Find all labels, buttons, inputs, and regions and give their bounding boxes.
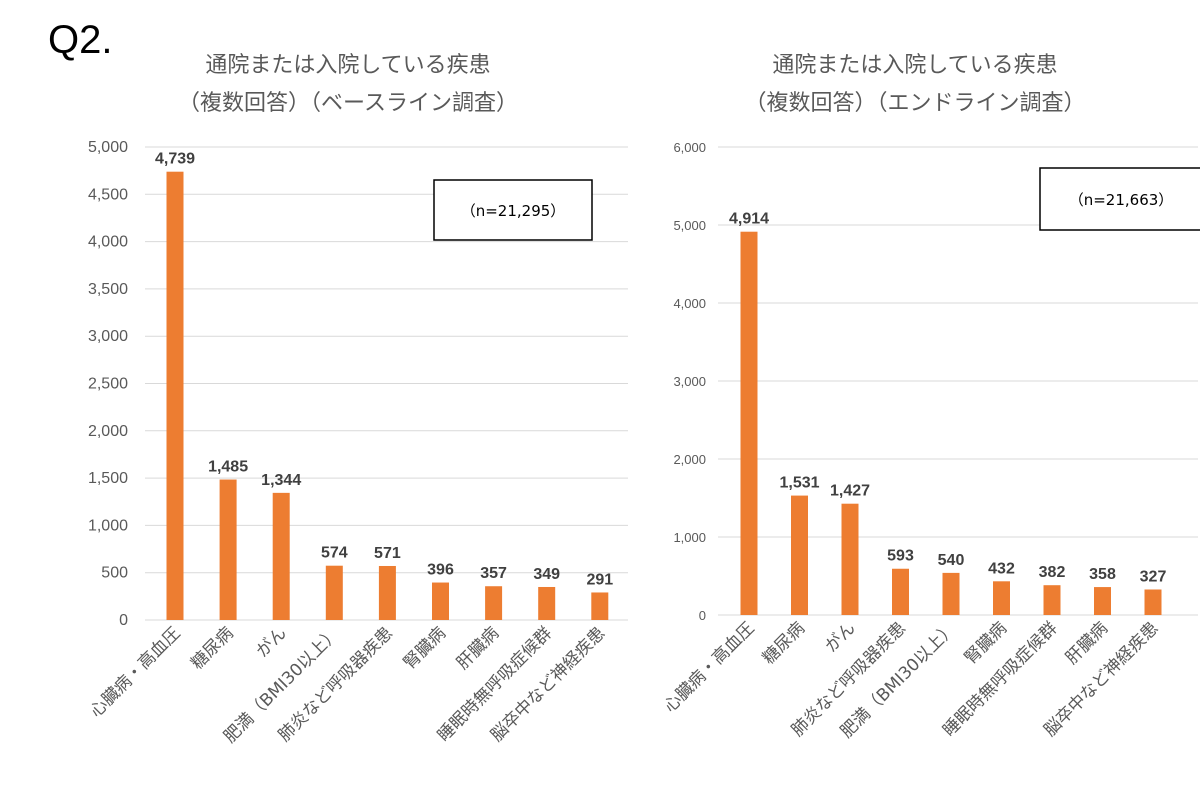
data-label: 4,739 [155, 151, 195, 168]
y-tick-label: 6,000 [673, 140, 706, 155]
bar [791, 495, 808, 615]
data-label: 327 [1140, 568, 1167, 585]
chart-endline: 通院または入院している疾患 （複数回答）（エンドライン調査） 0 1,000 2,000… [660, 53, 1200, 742]
bar [1043, 585, 1061, 615]
x-tick-label: 糖尿病 [759, 618, 809, 668]
y-tick-label: 1,000 [88, 517, 128, 534]
bar [1094, 587, 1111, 615]
bar [432, 582, 449, 620]
y-tick-label: 500 [101, 565, 128, 582]
data-label: 1,531 [779, 475, 819, 492]
y-tick-label: 4,000 [673, 296, 706, 311]
question-heading: Q2. [48, 18, 113, 62]
chart-title: （複数回答）（ベースライン調査） [178, 91, 518, 116]
data-label: 349 [533, 566, 560, 583]
data-label: 1,427 [830, 483, 870, 500]
x-tick-label: 腎臓病 [400, 623, 450, 673]
data-label: 1,344 [261, 472, 301, 489]
sample-size-label: （n=21,663） [1069, 191, 1174, 209]
bar [325, 565, 343, 620]
chart-title: （複数回答）（エンドライン調査） [744, 91, 1085, 116]
sample-size-label: （n=21,295） [461, 202, 566, 220]
data-label: 291 [586, 571, 613, 588]
data-label: 432 [988, 560, 1015, 577]
bar [942, 572, 960, 615]
data-label: 540 [938, 552, 965, 569]
y-tick-label: 2,500 [88, 376, 128, 393]
y-tick-label: 2,000 [88, 423, 128, 440]
chart-title: 通院または入院している疾患 [205, 53, 490, 78]
bar [892, 568, 909, 615]
bar [591, 592, 609, 620]
y-tick-label: 0 [119, 612, 128, 629]
y-tick-label: 5,000 [88, 139, 128, 156]
y-tick-label: 3,000 [673, 374, 706, 389]
y-tick-label: 0 [699, 608, 706, 623]
bar [1144, 589, 1162, 615]
x-tick-label: がん [253, 623, 291, 661]
y-tick-label: 4,500 [88, 186, 128, 203]
x-tick-label: 心臓病・高血圧 [86, 623, 184, 721]
chart-title: 通院または入院している疾患 [772, 53, 1057, 78]
data-label: 593 [887, 548, 914, 565]
data-label: 4,914 [729, 211, 769, 228]
x-tick-label: 糖尿病 [187, 623, 237, 673]
y-tick-label: 5,000 [673, 218, 706, 233]
bar [993, 581, 1010, 615]
chart-baseline: 通院または入院している疾患 （複数回答）（ベースライン調査） 0 500 1,000 1,… [86, 53, 628, 747]
y-tick-label: 3,000 [88, 328, 128, 345]
x-tick-label: がん [821, 618, 859, 656]
y-tick-label: 1,000 [673, 530, 706, 545]
data-label: 358 [1089, 566, 1116, 583]
bar [166, 171, 184, 620]
bar [485, 586, 503, 620]
x-tick-label: 肝臓病 [453, 623, 503, 673]
y-tick-label: 4,000 [88, 234, 128, 251]
data-label: 396 [427, 562, 454, 579]
data-label: 571 [374, 545, 401, 562]
bar [378, 565, 396, 620]
data-label: 357 [480, 565, 507, 582]
y-tick-label: 3,500 [88, 281, 128, 298]
bar [740, 231, 758, 615]
bar [219, 479, 237, 620]
sample-size-box [433, 179, 593, 241]
y-tick-label: 1,500 [88, 470, 128, 487]
data-label: 1,485 [208, 459, 248, 476]
data-label: 382 [1039, 564, 1066, 581]
bar [538, 586, 556, 620]
bar [272, 492, 290, 620]
data-label: 574 [321, 545, 348, 562]
sample-size-box [1039, 167, 1200, 231]
x-tick-label: 心臓病・高血圧 [660, 618, 758, 716]
bar [841, 503, 859, 615]
y-tick-label: 2,000 [673, 452, 706, 467]
